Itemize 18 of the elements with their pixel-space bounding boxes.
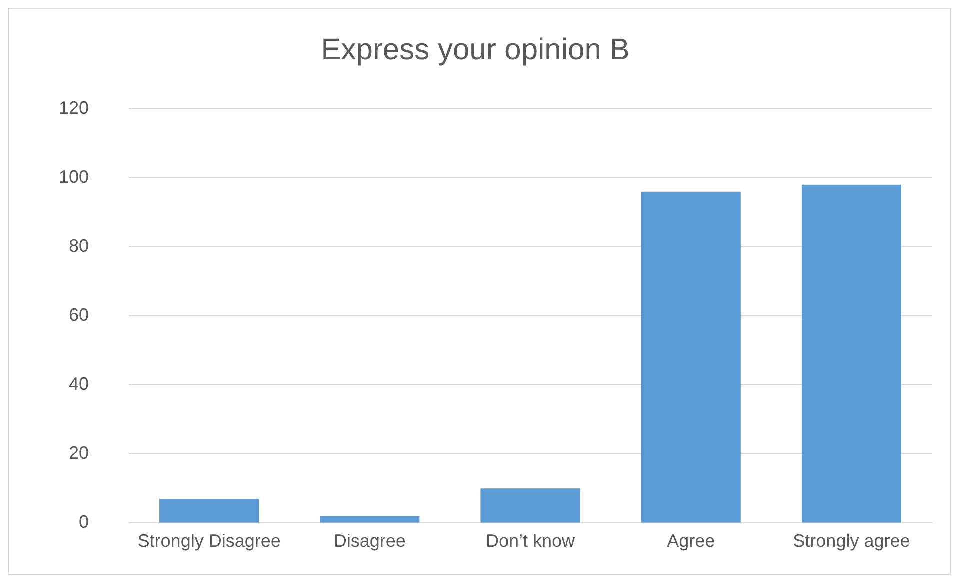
y-tick-label: 100	[58, 167, 90, 187]
y-tick-label: 120	[58, 98, 90, 118]
x-tick-label: Don’t know	[486, 530, 576, 551]
bar	[641, 192, 741, 523]
chart-title: Express your opinion B	[321, 33, 630, 66]
bar	[480, 488, 580, 523]
y-tick-label: 60	[69, 305, 90, 326]
y-tick-label: 20	[69, 443, 90, 464]
y-tick-label: 40	[69, 374, 90, 394]
x-tick-label: Agree	[667, 530, 716, 551]
bar	[320, 516, 420, 523]
x-tick-label: Strongly Disagree	[138, 530, 281, 551]
x-tick-label: Disagree	[334, 530, 406, 551]
y-tick-label: 0	[79, 512, 90, 532]
x-tick-label: Strongly agree	[793, 530, 910, 551]
bar	[802, 184, 902, 523]
y-tick-label: 80	[69, 236, 90, 256]
bar	[160, 499, 260, 523]
